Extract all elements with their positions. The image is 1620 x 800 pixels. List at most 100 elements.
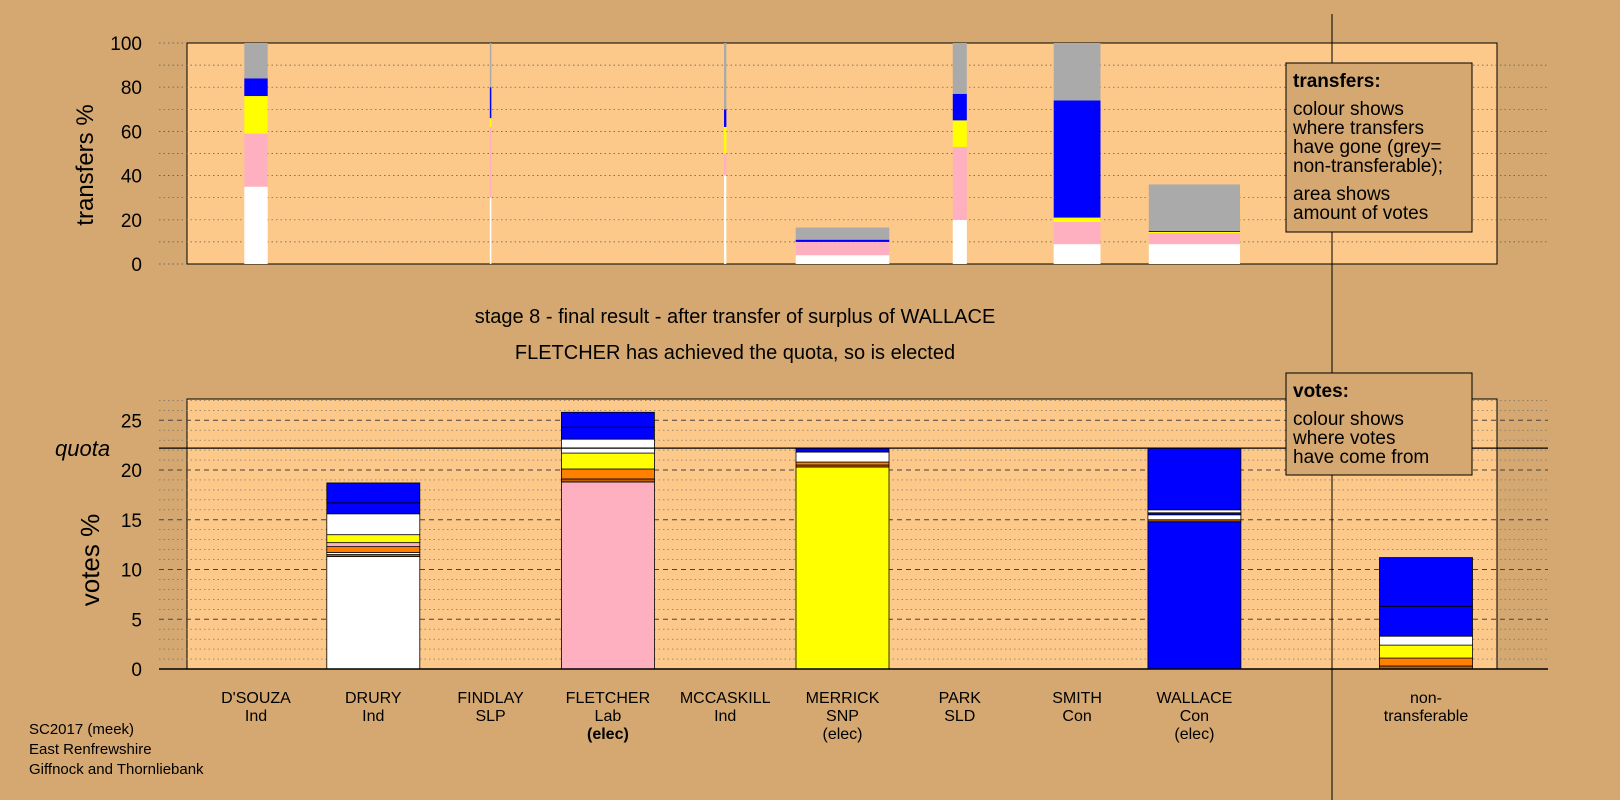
vote-segment-ind [326,556,421,670]
candidate-label: (elec) [822,726,862,743]
transfer-segment-non-transferable [244,43,268,79]
transfer-segment-non-transferable [1148,184,1241,231]
vote-segment-con [561,411,655,428]
transfers-plot-area [186,42,1498,265]
candidate-label: (elec) [1174,726,1214,743]
votes-y-axis-label: votes % [75,514,105,607]
vote-segment-slp [326,546,421,553]
transfer-segment-ind [795,255,890,264]
votes-legend-box [1285,372,1473,476]
transfer-segment-lab [489,126,492,198]
transfers-legend-line-6: amount of votes [1293,203,1428,224]
vote-segment-ind [1147,509,1242,514]
stage-subheading: FLETCHER has achieved the quota, so is e… [515,342,955,364]
transfers-tick-label: 60 [121,122,142,143]
transfer-segment-snp [952,120,967,147]
transfer-segment-non-transferable [724,43,727,110]
transfer-segment-ind [1053,244,1101,264]
vote-segment-snp [561,452,655,470]
vote-segment-lab [561,481,655,670]
transfer-segment-ind [724,175,727,264]
transfer-segment-snp [1148,231,1241,234]
transfers-legend-title: transfers: [1293,71,1381,92]
transfer-segment-lab [795,241,890,256]
quota-label: quota [55,436,110,461]
votes-legend-line-1: colour shows [1293,409,1404,430]
transfers-tick-label: 40 [121,167,142,188]
vote-segment-snp [1379,644,1473,659]
votes-y-ticks: 0 5 10 15 20 25 [121,411,142,681]
candidate-label: WALLACE [1156,690,1232,707]
transfers-legend-line-5: area shows [1293,184,1390,205]
votes-tick-label: 5 [131,610,142,631]
candidate-label: Ind [714,708,736,725]
candidate-label: MERRICK [806,690,880,707]
transfer-segment-non-transferable [489,43,492,88]
candidate-label: Con [1062,708,1091,725]
transfer-segment-snp [244,96,268,134]
vote-segment-ind [795,451,890,463]
transfers-tick-label: 80 [121,78,142,99]
candidate-label: (elec) [587,726,629,743]
votes-legend-line-3: have come from [1293,447,1429,468]
vote-segment-con [1379,557,1473,607]
candidate-label: MCCASKILL [680,690,771,707]
votes-tick-label: 15 [121,511,142,532]
vote-segment-slp [561,468,655,480]
vote-segment-slp [795,461,890,466]
transfers-legend-line-4: non-transferable); [1293,156,1443,177]
transfer-segment-snp [724,126,727,154]
candidate-label: Lab [595,708,622,725]
source-note-line-2: East Renfrewshire [29,741,152,758]
vote-segment-con [561,426,655,440]
candidate-label: FLETCHER [566,690,650,707]
transfers-tick-label: 100 [110,34,142,55]
transfers-y-ticks: 0 20 40 60 80 100 [110,34,187,276]
transfers-y-axis-label: transfers % [72,104,99,225]
transfer-segment-lab [724,153,727,176]
votes-legend-line-2: where votes [1292,428,1395,449]
transfer-segment-ind [244,186,268,264]
votes-tick-label: 20 [121,461,142,482]
transfer-segment-lab [1053,222,1101,245]
transfer-segment-ind [952,219,967,264]
vote-segment-snp [326,534,421,544]
transfer-segment-con [1148,230,1241,232]
vote-segment-lab [326,542,421,548]
transfer-segment-con [1053,100,1101,218]
candidate-label: Con [1180,708,1209,725]
transfers-legend-line-2: where transfers [1292,118,1424,139]
vote-segment-con [1147,521,1242,670]
candidate-label: Ind [245,708,267,725]
transfer-segment-snp [489,118,492,127]
votes-tick-label: 10 [121,561,142,582]
transfer-segment-lab [244,133,268,187]
transfer-segment-con [489,87,492,119]
votes-legend: votes: colour shows where votes have com… [1285,372,1473,476]
transfers-bars [244,43,1241,264]
vote-segment-ind [1147,514,1242,521]
transfer-segment-non-transferable [952,43,967,94]
votes-legend-title: votes: [1293,381,1349,402]
candidate-label: SLP [475,708,505,725]
transfer-segment-con [795,239,890,242]
vote-segment-ind [326,513,421,536]
transfers-tick-label: 0 [131,255,142,276]
transfer-segment-ind [489,197,492,264]
candidate-label: D'SOUZA [221,690,291,707]
source-note-line-3: Giffnock and Thornliebank [29,761,204,778]
candidate-label: transferable [1384,708,1469,725]
vote-segment-con [326,482,421,504]
vote-segment-sld [561,478,655,483]
stage-heading: stage 8 - final result - after transfer … [475,306,996,328]
vote-segment-con [1379,605,1473,637]
transfer-segment-con [244,78,268,97]
transfers-panel: 0 20 40 60 80 100 transfers % [72,34,1548,276]
transfers-legend: transfers: colour shows where transfers … [1285,62,1473,233]
transfer-segment-non-transferable [795,227,890,240]
transfer-segment-lab [1148,233,1241,245]
transfer-segment-con [724,109,727,127]
transfer-segment-non-transferable [1053,43,1101,101]
candidate-label: SLD [944,708,975,725]
